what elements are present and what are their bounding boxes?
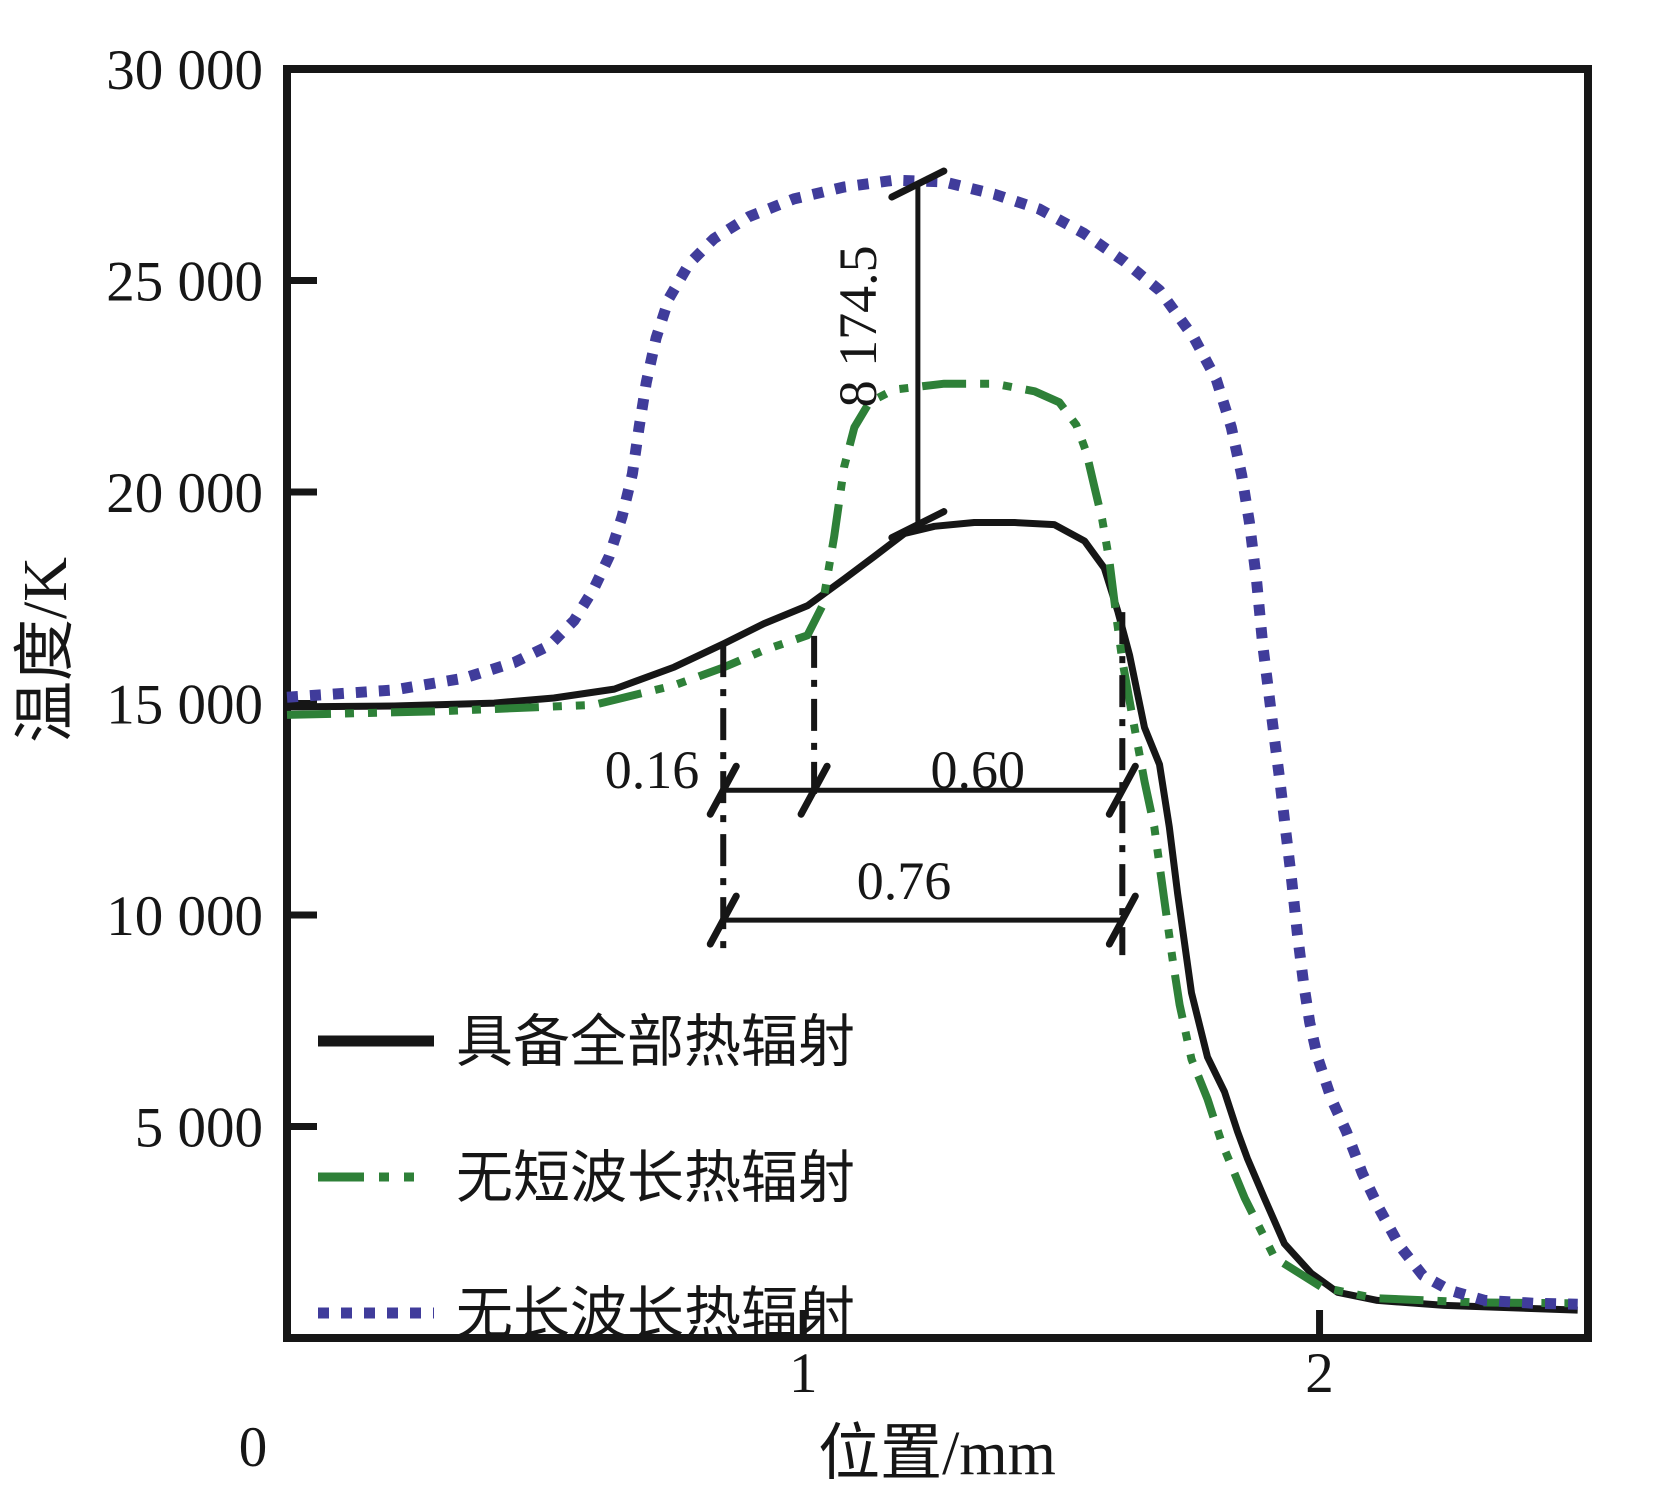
dimension-slash <box>706 892 740 948</box>
legend-item-no-long-wavelength: 无长波长热辐射 <box>318 1283 855 1346</box>
legend-item-full-radiation: 具备全部热辐射 <box>318 1011 855 1074</box>
series-line-no-long-wavelength <box>286 174 1578 1310</box>
series-group <box>286 174 1578 1314</box>
dimension-slash <box>1105 892 1139 948</box>
y-tick-label: 20 000 <box>106 462 263 525</box>
y-tick-label: 15 000 <box>106 674 263 737</box>
series-line-no-short-wavelength <box>286 379 1578 1308</box>
width-dimension-label: 0.60 <box>931 740 1026 800</box>
dimension-slash <box>706 762 740 818</box>
y-tick-label: 30 000 <box>106 39 263 102</box>
dimension-slash <box>888 167 948 201</box>
annotation-group: 0.16 0.60 0.76 8 174.5 <box>605 167 1139 956</box>
dimension-slash <box>888 508 948 542</box>
legend: 具备全部热辐射 无短波长热辐射 无长波长热辐射 <box>318 1011 855 1346</box>
x-tick-label: 1 <box>789 1342 818 1405</box>
x-axis-tick-group: 0 1 2 <box>239 1310 1334 1479</box>
width-dimension-label: 0.76 <box>857 851 952 911</box>
dimension-slash <box>1105 762 1139 818</box>
width-dimension-label: 0.16 <box>605 740 700 800</box>
y-tick-label: 10 000 <box>106 885 263 948</box>
legend-item-no-short-wavelength: 无短波长热辐射 <box>318 1147 855 1210</box>
y-axis-title: 温度/K <box>12 557 80 743</box>
legend-label-no-short-wavelength: 无短波长热辐射 <box>456 1147 855 1210</box>
dimension-slash <box>797 762 831 818</box>
y-tick-label: 5 000 <box>135 1097 263 1160</box>
legend-label-no-long-wavelength: 无长波长热辐射 <box>456 1283 855 1346</box>
origin-tick-label: 0 <box>239 1416 268 1479</box>
legend-label-full-radiation: 具备全部热辐射 <box>456 1011 855 1074</box>
x-tick-label: 2 <box>1305 1342 1334 1405</box>
y-tick-label: 25 000 <box>106 251 263 314</box>
peak-difference-label: 8 174.5 <box>828 245 888 407</box>
x-axis-title: 位置/mm <box>818 1420 1056 1488</box>
